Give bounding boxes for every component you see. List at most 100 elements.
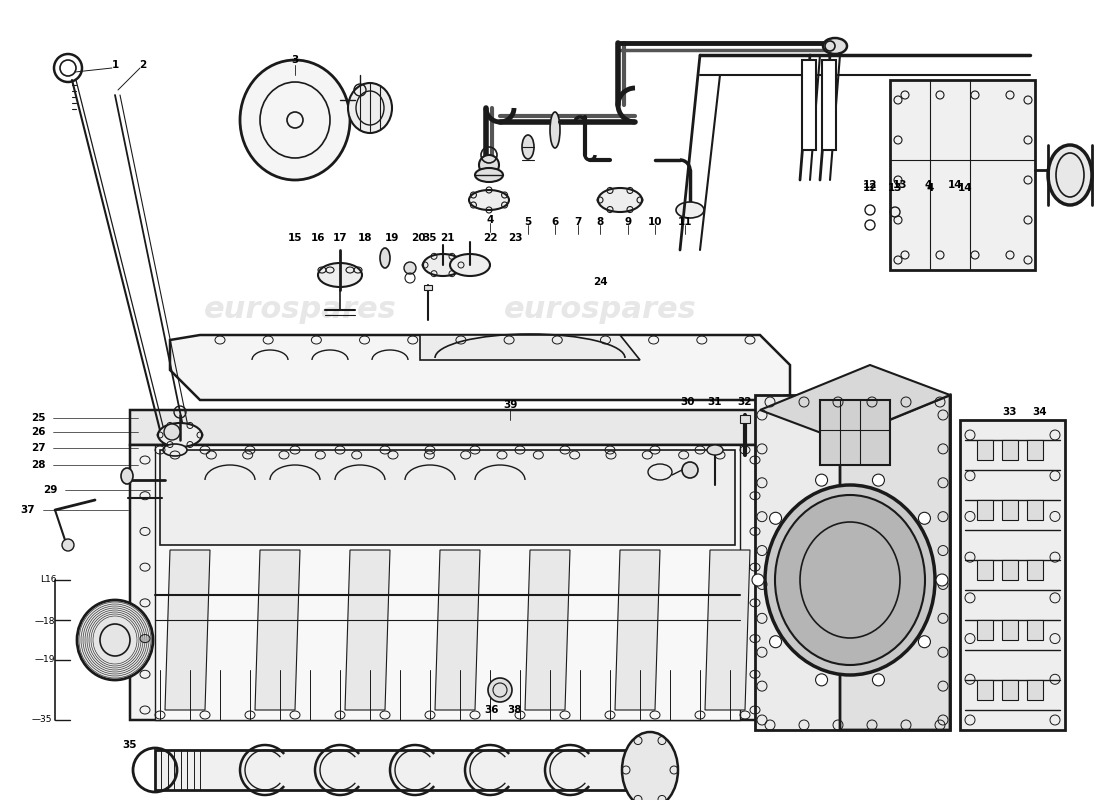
Text: 4: 4 xyxy=(924,180,932,190)
Ellipse shape xyxy=(815,474,827,486)
Polygon shape xyxy=(960,420,1065,730)
Text: 11: 11 xyxy=(678,217,692,227)
Bar xyxy=(977,440,993,460)
Polygon shape xyxy=(760,365,950,440)
Text: L16: L16 xyxy=(40,575,56,585)
Text: 28: 28 xyxy=(31,460,45,470)
Text: 38: 38 xyxy=(508,705,522,715)
Polygon shape xyxy=(155,750,640,790)
Ellipse shape xyxy=(676,202,704,218)
Text: 12: 12 xyxy=(862,183,878,193)
Text: 5: 5 xyxy=(525,217,531,227)
Text: 33: 33 xyxy=(1003,407,1018,417)
Text: 22: 22 xyxy=(483,233,497,243)
Ellipse shape xyxy=(424,254,463,276)
Text: 4: 4 xyxy=(486,215,494,225)
Bar xyxy=(1027,440,1043,460)
Ellipse shape xyxy=(815,674,827,686)
Polygon shape xyxy=(525,550,570,710)
Polygon shape xyxy=(755,395,950,730)
Ellipse shape xyxy=(752,574,764,586)
Ellipse shape xyxy=(475,168,503,182)
Text: 34: 34 xyxy=(1033,407,1047,417)
Polygon shape xyxy=(890,80,1035,270)
Polygon shape xyxy=(420,335,640,360)
Text: 10: 10 xyxy=(648,217,662,227)
Polygon shape xyxy=(130,410,840,460)
Polygon shape xyxy=(170,335,790,400)
Text: 39: 39 xyxy=(503,400,517,410)
Ellipse shape xyxy=(158,423,202,447)
Text: 18: 18 xyxy=(358,233,372,243)
Text: eurospares: eurospares xyxy=(204,295,396,325)
Ellipse shape xyxy=(318,263,362,287)
Text: eurospares: eurospares xyxy=(504,295,696,325)
Ellipse shape xyxy=(522,135,534,159)
Text: 14: 14 xyxy=(958,183,972,193)
Text: 36: 36 xyxy=(485,705,499,715)
Text: 25: 25 xyxy=(31,413,45,423)
Ellipse shape xyxy=(936,574,948,586)
Bar xyxy=(1027,620,1043,640)
Polygon shape xyxy=(165,550,210,710)
Text: 23: 23 xyxy=(508,233,522,243)
Bar xyxy=(822,60,836,150)
Polygon shape xyxy=(705,550,750,710)
Ellipse shape xyxy=(469,190,509,210)
Text: 12: 12 xyxy=(862,180,878,190)
Ellipse shape xyxy=(550,112,560,148)
Bar xyxy=(977,620,993,640)
Polygon shape xyxy=(760,410,840,720)
Bar xyxy=(1027,500,1043,520)
Bar xyxy=(740,415,750,423)
Polygon shape xyxy=(615,550,660,710)
Text: 20: 20 xyxy=(410,233,426,243)
Ellipse shape xyxy=(707,445,723,455)
Polygon shape xyxy=(155,445,740,720)
Bar xyxy=(1002,620,1018,640)
Ellipse shape xyxy=(770,636,782,648)
Ellipse shape xyxy=(598,188,642,212)
Ellipse shape xyxy=(770,512,782,524)
Text: 3: 3 xyxy=(292,55,298,65)
Ellipse shape xyxy=(1048,145,1092,205)
Text: 31: 31 xyxy=(707,397,723,407)
Bar xyxy=(820,400,890,465)
Bar xyxy=(424,285,432,290)
Text: 19: 19 xyxy=(385,233,399,243)
Ellipse shape xyxy=(823,38,847,54)
Polygon shape xyxy=(160,450,735,545)
Ellipse shape xyxy=(163,444,187,456)
Text: —18: —18 xyxy=(35,618,55,626)
Bar xyxy=(977,560,993,580)
Ellipse shape xyxy=(478,155,499,175)
Bar xyxy=(802,60,816,150)
Bar xyxy=(977,500,993,520)
Ellipse shape xyxy=(621,732,678,800)
Text: 24: 24 xyxy=(593,277,607,287)
Ellipse shape xyxy=(77,600,153,680)
Ellipse shape xyxy=(164,424,180,440)
Text: 1: 1 xyxy=(111,60,119,70)
Bar xyxy=(1002,680,1018,700)
Ellipse shape xyxy=(918,512,931,524)
Polygon shape xyxy=(840,395,950,730)
Text: 21: 21 xyxy=(440,233,454,243)
Bar xyxy=(1027,560,1043,580)
Ellipse shape xyxy=(488,678,512,702)
Ellipse shape xyxy=(872,474,884,486)
Bar xyxy=(1027,680,1043,700)
Text: 35: 35 xyxy=(422,233,438,243)
Bar xyxy=(977,680,993,700)
Text: —35: —35 xyxy=(32,715,53,725)
Text: 16: 16 xyxy=(310,233,326,243)
Polygon shape xyxy=(255,550,300,710)
Polygon shape xyxy=(434,550,480,710)
Text: eurospares: eurospares xyxy=(504,475,696,505)
Text: 9: 9 xyxy=(625,217,631,227)
Bar xyxy=(1002,560,1018,580)
Text: 29: 29 xyxy=(43,485,57,495)
Text: 6: 6 xyxy=(551,217,559,227)
Ellipse shape xyxy=(62,539,74,551)
Text: 8: 8 xyxy=(596,217,604,227)
